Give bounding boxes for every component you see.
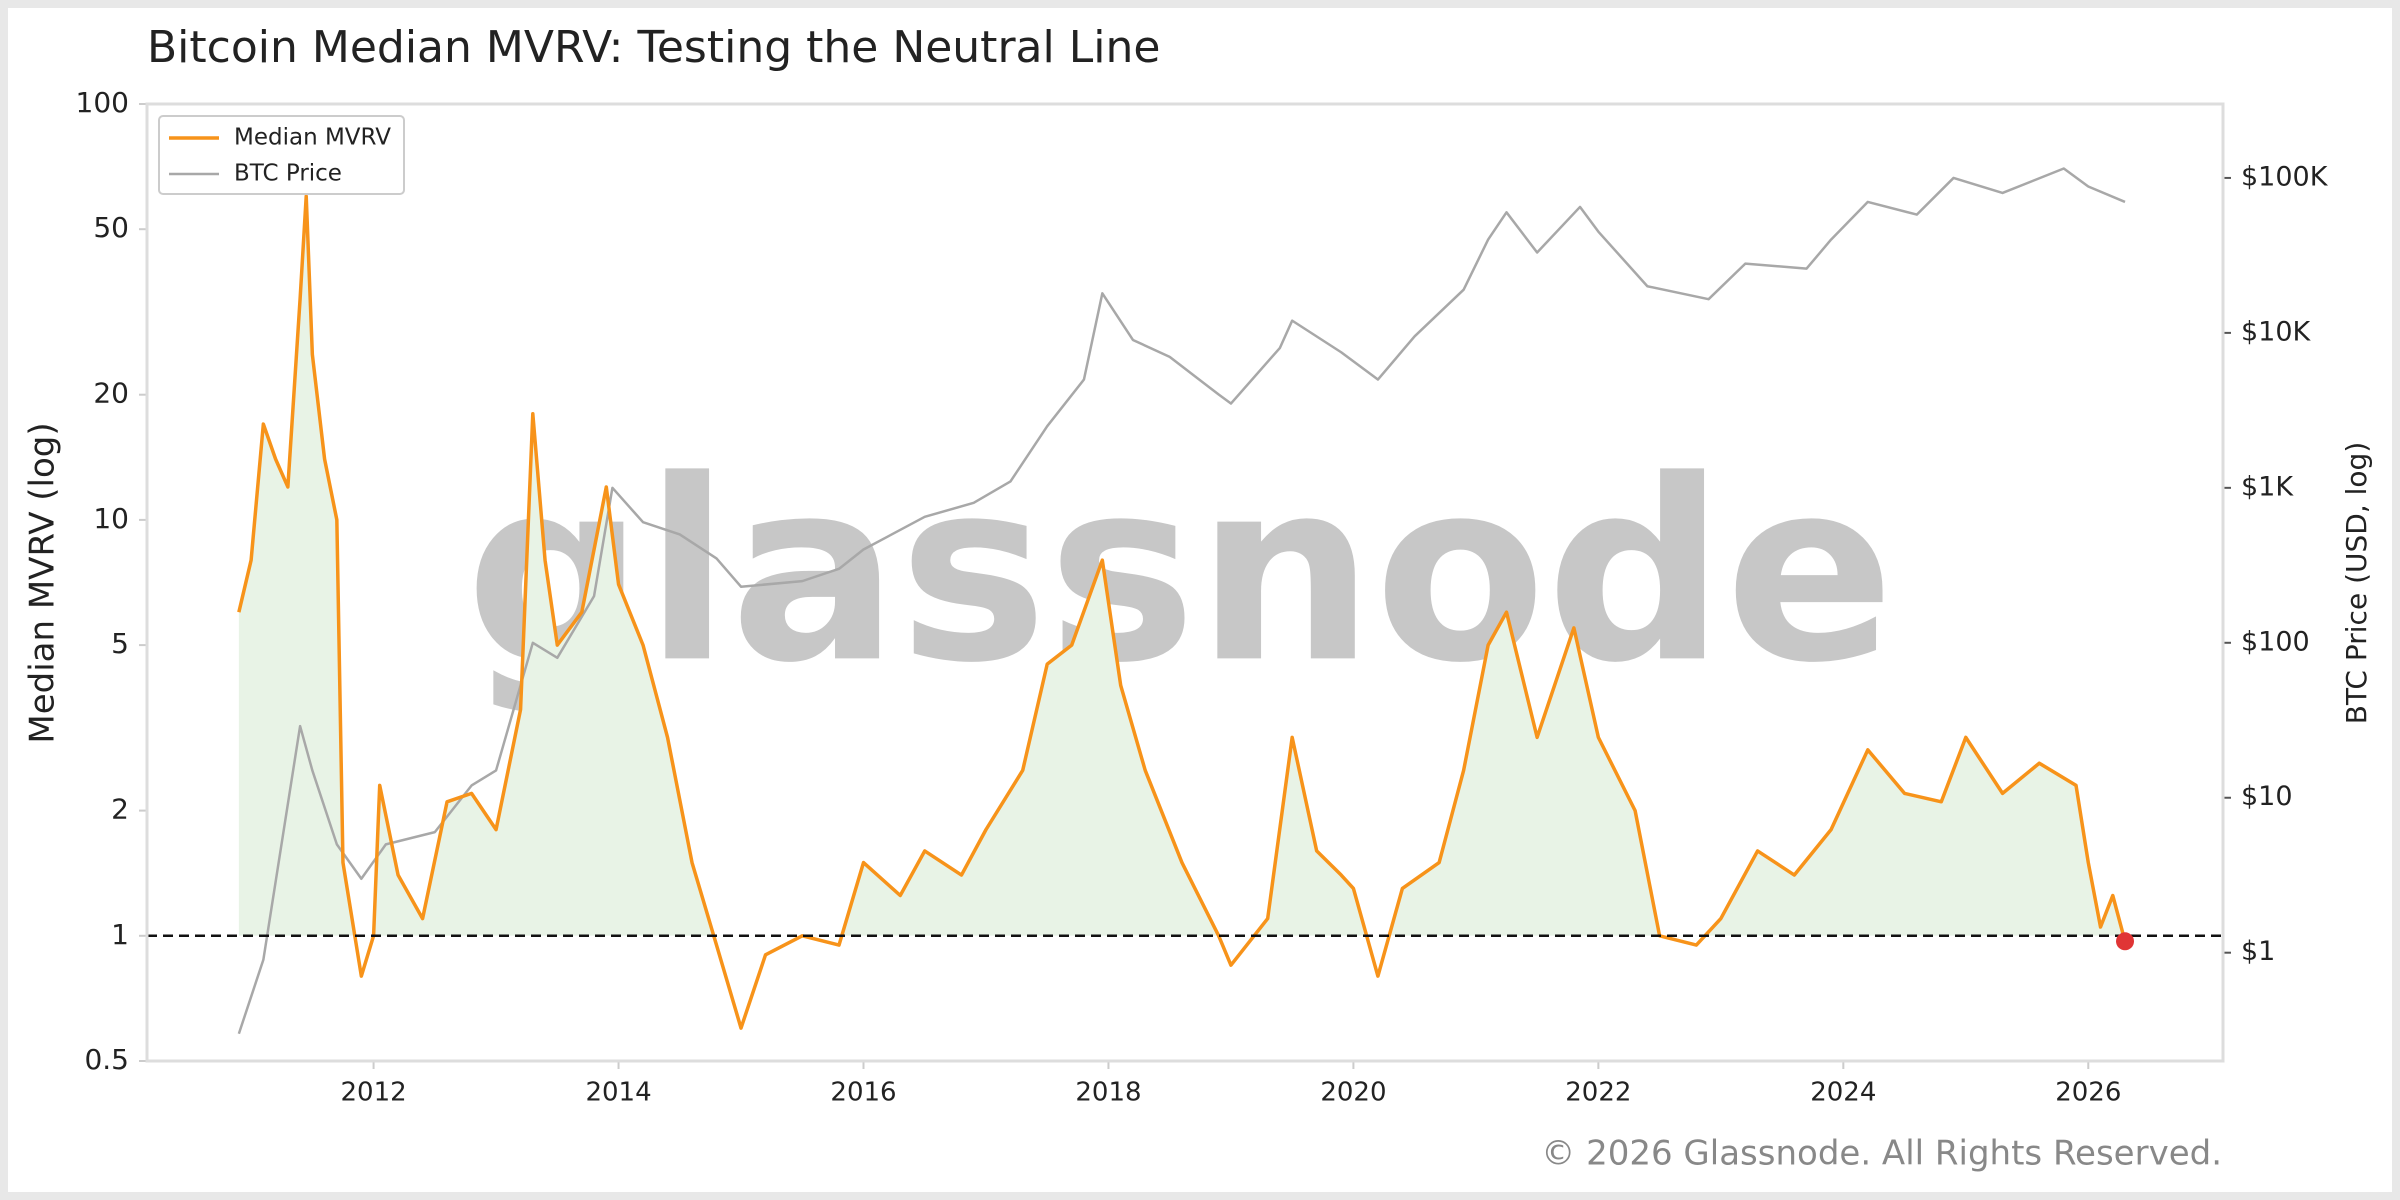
y2-tick-label: $100 <box>2241 626 2310 657</box>
x-tick-label: 2016 <box>830 1078 896 1108</box>
y-tick-label: 2 <box>111 793 129 826</box>
background <box>8 8 2392 1192</box>
plot-frame <box>145 102 2225 1063</box>
line <box>237 167 2126 1035</box>
x-tick-label: 2018 <box>1075 1078 1141 1108</box>
y-tick-label: 50 <box>93 211 129 244</box>
x-tick-label: 2014 <box>585 1078 651 1108</box>
line <box>237 194 2127 1030</box>
y2-tick-label: $10 <box>2241 781 2293 812</box>
last-point <box>2116 932 2135 951</box>
y-tick-label: 5 <box>111 627 129 660</box>
y2-tick-label: $10K <box>2241 316 2312 347</box>
y2-tick-label: $1K <box>2241 471 2294 502</box>
y-tick-label: 1 <box>111 918 129 951</box>
legend-label: BTC Price <box>234 161 342 187</box>
y-tick-label: 0.5 <box>84 1043 129 1076</box>
chart-title: Bitcoin Median MVRV: Testing the Neutral… <box>147 22 1160 73</box>
x-tick-label: 2022 <box>1565 1078 1631 1108</box>
legend-box <box>158 115 405 195</box>
x-tick-label: 2026 <box>2055 1078 2121 1108</box>
watermark: glassnode <box>465 426 1894 717</box>
x-tick-label: 2020 <box>1320 1078 1386 1108</box>
y-tick-label: 20 <box>93 377 129 410</box>
x-tick-label: 2024 <box>1810 1078 1876 1108</box>
y2-tick-label: $1 <box>2241 936 2275 967</box>
y-tick-label: 10 <box>93 502 129 535</box>
y2-tick-label: $100K <box>2241 161 2329 192</box>
y-tick-label: 100 <box>76 86 129 119</box>
x-tick-label: 2012 <box>340 1078 406 1108</box>
footer: © 2026 Glassnode. All Rights Reserved. <box>1541 1134 2222 1174</box>
y2-axis-label: BTC Price (USD, log) <box>2340 442 2373 725</box>
legend-label: Median MVRV <box>234 125 391 151</box>
y-axis-label: Median MVRV (log) <box>23 422 63 743</box>
